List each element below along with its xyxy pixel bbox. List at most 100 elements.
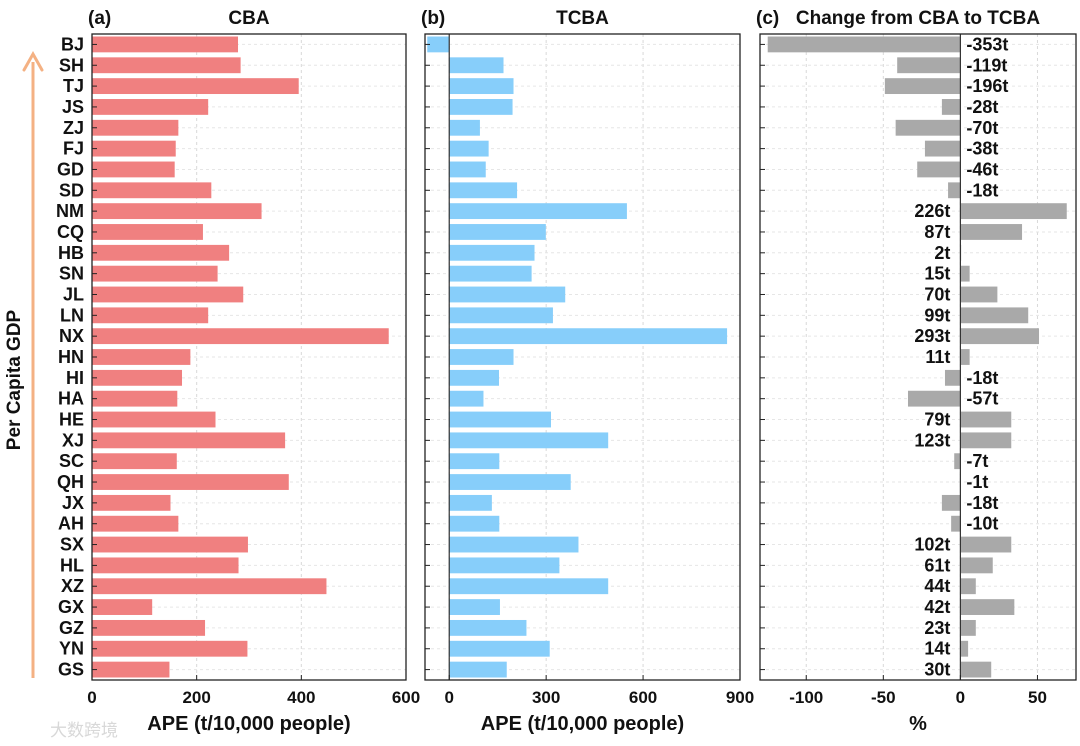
bar-fj — [449, 140, 489, 157]
bar-qh — [92, 474, 289, 490]
category-label: SN — [59, 264, 84, 284]
category-label: LN — [60, 305, 84, 325]
panel-tag: (c) — [756, 8, 779, 29]
bar-ha — [92, 390, 178, 407]
bar-sh — [449, 57, 504, 74]
bar-hl — [960, 557, 993, 574]
bar-gz — [960, 619, 976, 636]
data-label-sd: -18t — [966, 180, 998, 200]
data-label-sx: 102t — [914, 535, 950, 555]
bar-hi — [944, 369, 961, 386]
bar-zj — [895, 119, 961, 136]
data-label-gx: 42t — [924, 597, 950, 617]
bar-gs — [92, 661, 170, 678]
data-label-zj: -70t — [966, 118, 998, 138]
bar-nm — [449, 203, 627, 220]
category-label: JL — [63, 284, 84, 304]
data-label-hb: 2t — [934, 243, 950, 263]
bar-gz — [449, 619, 527, 636]
bar-xj — [92, 432, 286, 449]
bar-sd — [449, 182, 518, 199]
bar-bj — [92, 36, 239, 53]
data-label-qh: -1t — [966, 472, 988, 492]
data-label-hl: 61t — [924, 555, 950, 575]
chart-panels: BJSHTJJSZJFJGDSDNMCQHBSNJLLNNXHNHIHAHEXJ… — [56, 8, 1077, 735]
data-label-ah: -10t — [966, 514, 998, 534]
data-label-sn: 15t — [924, 264, 950, 284]
x-tick-label: 200 — [182, 688, 210, 707]
category-label: HB — [58, 243, 84, 263]
bar-nx — [92, 328, 389, 345]
data-label-yn: 14t — [924, 639, 950, 659]
data-label-cq: 87t — [924, 222, 950, 242]
data-label-gd: -46t — [966, 159, 998, 179]
bar-gd — [449, 161, 486, 178]
x-tick-label: 600 — [629, 688, 657, 707]
data-label-nm: 226t — [914, 201, 950, 221]
category-label: GS — [58, 660, 84, 680]
category-label: NX — [59, 326, 84, 346]
bar-bj — [427, 36, 450, 53]
bar-sc — [449, 453, 500, 470]
panel-tag: (b) — [421, 8, 445, 29]
category-label: BJ — [61, 34, 84, 54]
bar-gx — [960, 599, 1015, 615]
data-label-jx: -18t — [966, 493, 998, 513]
bar-sx — [960, 536, 1012, 553]
y-axis-label: Per Capita GDP — [4, 309, 25, 450]
bar-qh — [449, 474, 571, 490]
data-label-nx: 293t — [914, 326, 950, 346]
x-tick-label: 0 — [956, 688, 965, 707]
data-label-he: 79t — [924, 410, 950, 430]
bar-ha — [449, 390, 484, 407]
category-label: QH — [57, 472, 84, 492]
bar-nx — [960, 328, 1040, 345]
bar-gs — [449, 661, 507, 678]
data-label-hn: 11t — [925, 347, 950, 367]
bar-sh — [897, 57, 961, 74]
watermark: 大数跨境 — [50, 721, 118, 741]
category-label: HE — [59, 410, 84, 430]
data-label-ln: 99t — [924, 305, 950, 325]
panel-tag: (a) — [88, 8, 111, 29]
data-label-js: -28t — [966, 97, 998, 117]
bar-hn — [92, 349, 191, 365]
bar-zj — [449, 119, 480, 136]
bar-jl — [449, 286, 566, 303]
x-tick-label: 400 — [287, 688, 315, 707]
bar-xj — [960, 432, 1012, 449]
category-label: HA — [58, 389, 84, 409]
bar-gd — [92, 161, 175, 178]
bar-nx — [449, 328, 728, 345]
bar-gx — [92, 599, 153, 615]
category-label: ZJ — [63, 118, 84, 138]
panel-title: TCBA — [556, 8, 609, 29]
panel-3: -100 -50 0 50% (c) Change from CBA to TCBA -35… — [756, 8, 1077, 735]
category-label: GD — [57, 159, 84, 179]
bar-yn — [960, 640, 969, 657]
bar-sh — [92, 57, 241, 74]
bar-yn — [449, 640, 550, 657]
category-label: HL — [60, 555, 84, 575]
bar-xz — [92, 578, 327, 595]
bar-nm — [960, 203, 1067, 220]
bar-gz — [92, 619, 206, 636]
x-tick-label: 0 — [444, 688, 453, 707]
bar-hb — [92, 244, 230, 261]
category-label: GX — [58, 597, 84, 617]
bar-nm — [92, 203, 262, 220]
x-axis-label: APE (t/10,000 people) — [147, 713, 350, 735]
bar-sc — [92, 453, 177, 470]
bar-he — [92, 411, 216, 428]
category-label: GZ — [59, 618, 84, 638]
bar-sd — [948, 182, 961, 199]
bar-tj — [449, 78, 514, 95]
x-tick-label: 900 — [726, 688, 754, 707]
bar-cq — [960, 224, 1023, 240]
bar-sn — [960, 265, 970, 282]
arrow-head — [22, 50, 44, 72]
bar-ah — [951, 515, 961, 532]
category-label: SH — [59, 55, 84, 75]
category-label: HN — [58, 347, 84, 367]
bar-hn — [960, 349, 970, 365]
